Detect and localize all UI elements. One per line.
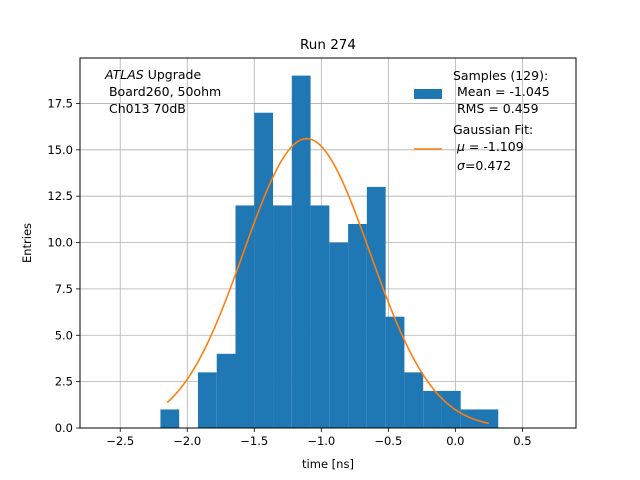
legend-fit-mu: μ = -1.109 xyxy=(456,139,524,154)
legend-samples-line-1: Samples (129): xyxy=(453,68,548,83)
y-tick-label: 2.5 xyxy=(55,375,73,389)
legend-fit-sigma: σ=0.472 xyxy=(457,158,511,173)
x-tick-label: −1.5 xyxy=(240,434,268,448)
annotation-upgrade: Upgrade xyxy=(144,67,202,82)
histogram-bar xyxy=(273,205,292,428)
annotation-atlas: ATLAS xyxy=(104,67,144,82)
y-tick-label: 5.0 xyxy=(55,328,73,342)
legend-mu-value: = -1.109 xyxy=(465,139,524,154)
histogram-bars xyxy=(160,75,499,428)
histogram-bar xyxy=(348,223,367,428)
histogram-bar xyxy=(310,205,330,428)
chart-title: Run 274 xyxy=(300,37,356,53)
legend-samples-rms: RMS = 0.459 xyxy=(453,101,539,116)
legend-samples-mean: Mean = -1.045 xyxy=(453,84,550,99)
histogram-bar xyxy=(441,390,461,428)
x-axis-label: time [ns] xyxy=(302,457,354,471)
atlas-annotation: ATLAS Upgrade Board260, 50ohm Ch013 70dB xyxy=(104,67,221,116)
y-tick-label: 12.5 xyxy=(47,189,73,203)
histogram-bar xyxy=(235,205,255,428)
histogram-bar xyxy=(366,186,386,428)
y-tick-label: 0.0 xyxy=(55,421,73,435)
histogram-bar xyxy=(254,112,274,428)
legend: Samples (129): Mean = -1.045 RMS = 0.459… xyxy=(414,68,550,173)
gaussian-fit-line xyxy=(166,137,490,425)
legend-sigma-symbol: σ xyxy=(457,158,466,173)
legend-fit-line-1: Gaussian Fit: xyxy=(453,122,533,137)
histogram-bar xyxy=(479,409,499,428)
annotation-line-3: Ch013 70dB xyxy=(105,101,186,116)
histogram-bar xyxy=(460,409,480,428)
histogram-bar xyxy=(216,353,236,428)
gaussian-fit xyxy=(166,137,490,425)
annotation-line-2: Board260, 50ohm xyxy=(105,84,221,99)
legend-mu-symbol: μ xyxy=(456,139,465,154)
histogram-bar xyxy=(385,316,405,428)
annotation-line-1: ATLAS Upgrade xyxy=(104,67,201,82)
x-tick-label: −1.0 xyxy=(307,434,335,448)
x-tick-label: −2.0 xyxy=(173,434,201,448)
histogram-bar xyxy=(197,372,217,428)
y-axis-label: Entries xyxy=(20,223,34,263)
histogram-bar xyxy=(423,390,442,428)
axis-ticks: −2.5 −2.0 −1.5 −1.0 −0.5 0.0 0.5 0.0 2.5 5.0 7.5 10… xyxy=(47,96,531,448)
y-tick-label: 10.0 xyxy=(47,236,73,250)
x-tick-label: −2.5 xyxy=(106,434,134,448)
y-tick-label: 17.5 xyxy=(47,96,73,110)
plot-frame xyxy=(79,57,577,429)
x-tick-label: 0.5 xyxy=(513,434,531,448)
x-tick-label: −0.5 xyxy=(374,434,402,448)
legend-sigma-value: =0.472 xyxy=(465,158,511,173)
y-tick-label: 7.5 xyxy=(55,282,73,296)
y-tick-label: 15.0 xyxy=(47,143,73,157)
legend-samples-swatch xyxy=(414,89,442,99)
x-tick-label: 0.0 xyxy=(446,434,464,448)
histogram-bar xyxy=(404,372,424,428)
histogram-bar xyxy=(160,409,180,428)
histogram-bar xyxy=(291,75,311,428)
histogram-bar xyxy=(329,242,349,428)
